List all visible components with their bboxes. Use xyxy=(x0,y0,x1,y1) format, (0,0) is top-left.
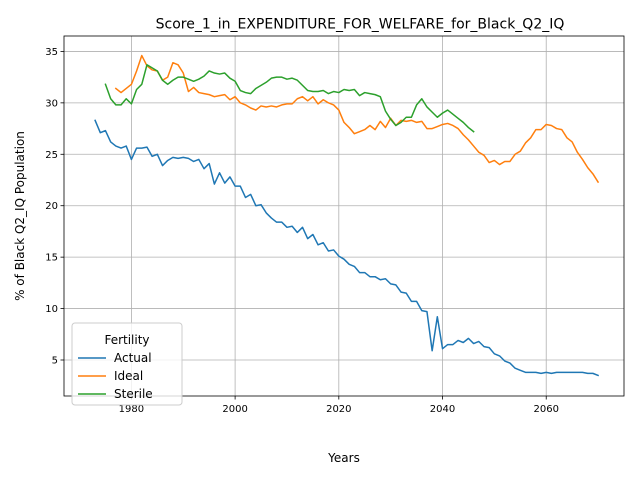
y-tick-label: 35 xyxy=(45,47,58,58)
y-tick-label: 10 xyxy=(45,304,58,315)
legend-label-actual: Actual xyxy=(114,351,152,365)
x-tick-label: 2000 xyxy=(222,404,247,415)
legend-title: Fertility xyxy=(104,333,149,347)
plot-frame xyxy=(63,35,625,397)
legend-box xyxy=(71,322,183,406)
x-tick-label: 1980 xyxy=(119,404,144,415)
x-tick-label: 2060 xyxy=(533,404,558,415)
series-layer xyxy=(94,54,600,377)
x-tick-label: 2040 xyxy=(430,404,455,415)
legend-label-ideal: Ideal xyxy=(114,369,143,383)
y-tick-label: 20 xyxy=(45,201,58,212)
y-tick-label: 25 xyxy=(45,150,58,161)
grid-lines xyxy=(64,36,624,396)
chart-title: Score_1_in_EXPENDITURE_FOR_WELFARE_for_B… xyxy=(156,17,565,33)
series-line-actual xyxy=(94,119,600,377)
legend: Fertility Actual Ideal Sterile xyxy=(71,322,183,406)
y-tick-label: 30 xyxy=(45,98,58,109)
series-line-sterile xyxy=(104,64,475,133)
y-axis-label: % of Black Q2_IQ Population xyxy=(13,131,27,301)
x-tick-label: 2020 xyxy=(326,404,351,415)
y-axis-ticks: 5 10 15 20 25 30 35 xyxy=(45,47,64,367)
y-tick-label: 5 xyxy=(52,356,58,367)
x-axis-label: Years xyxy=(327,451,360,465)
legend-label-sterile: Sterile xyxy=(114,387,153,401)
series-line-ideal xyxy=(114,54,600,184)
y-tick-label: 15 xyxy=(45,253,58,264)
